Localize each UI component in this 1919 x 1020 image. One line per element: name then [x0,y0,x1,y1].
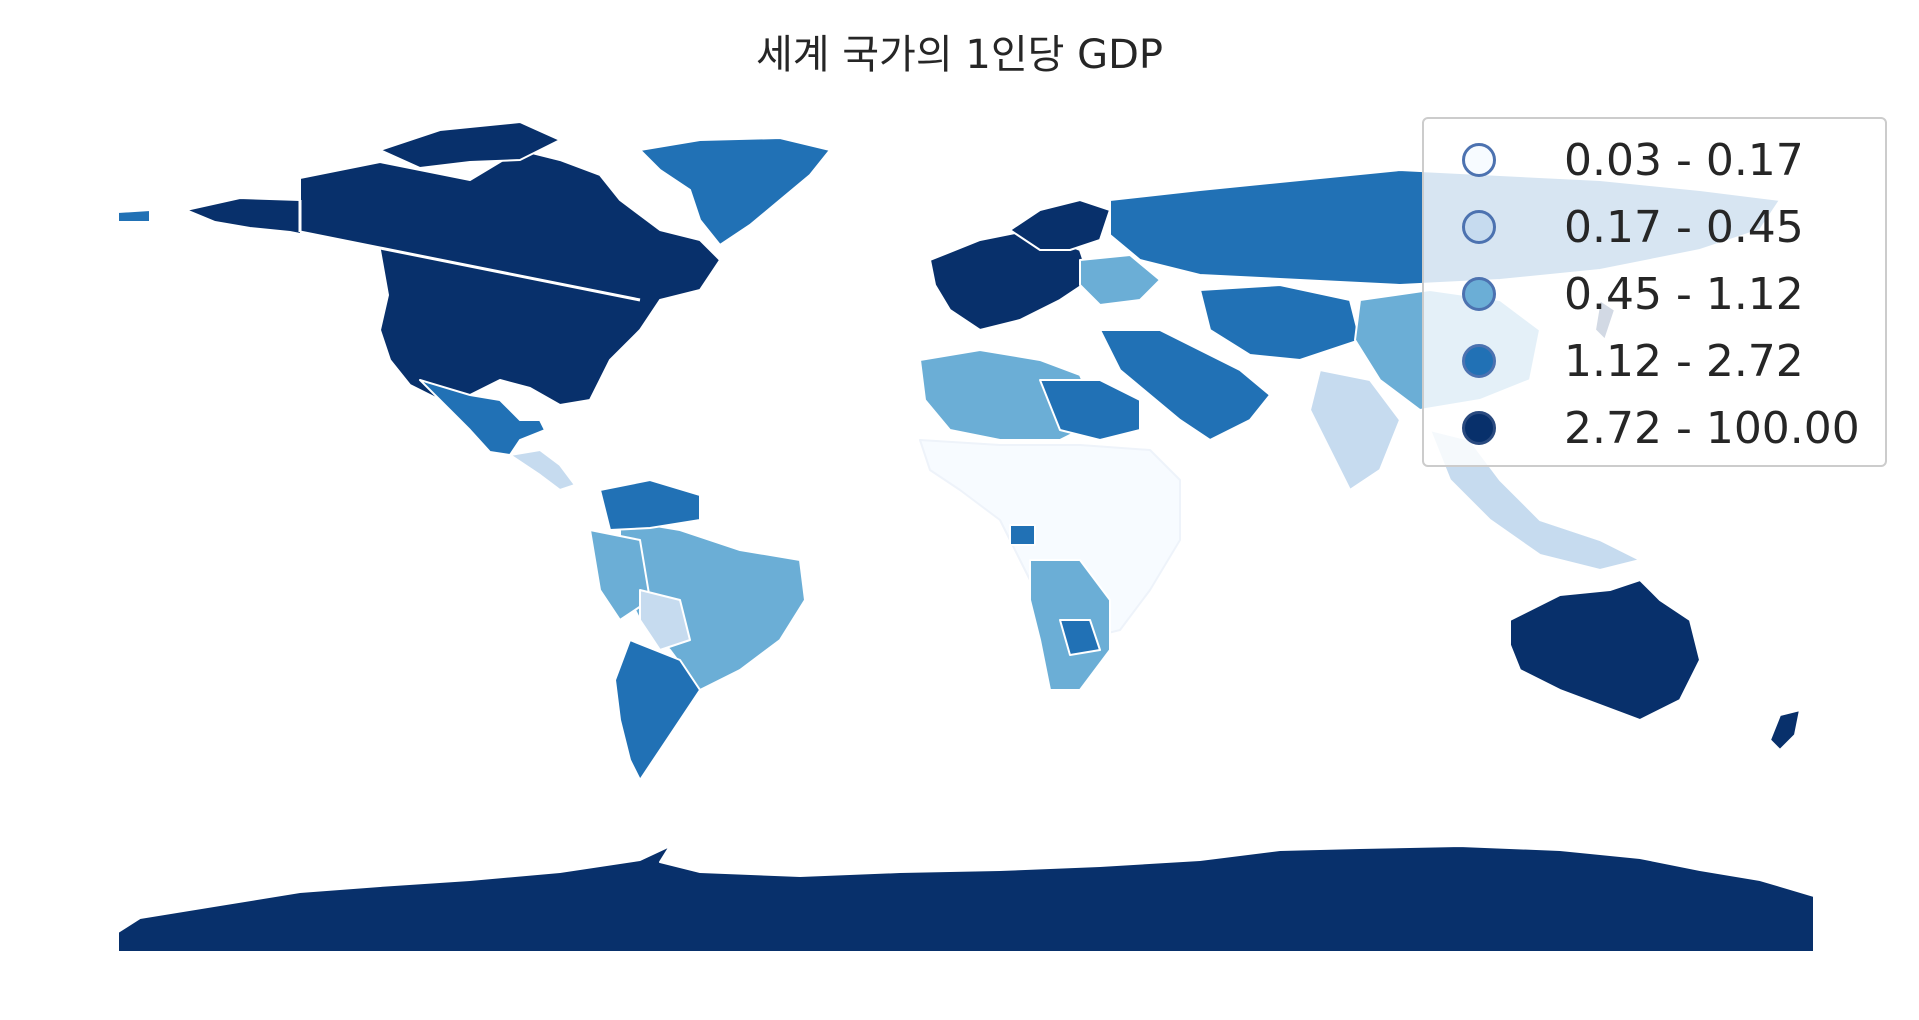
legend-label: 0.03 - 0.17 [1564,135,1804,186]
legend-item: 0.45 - 1.12 [1424,265,1885,325]
legend-item: 1.12 - 2.72 [1424,332,1885,392]
region-libya-egypt [1039,379,1141,441]
region-southern-cone [614,639,701,781]
region-eastern-europe [1079,254,1161,306]
region-scandinavia [1009,199,1111,251]
region-antarctica [117,845,1815,953]
region-sub-saharan-africa [919,439,1181,641]
region-central-america [509,449,576,491]
region-arctic-islands [379,121,561,169]
legend-item: 2.72 - 100.00 [1424,399,1885,459]
legend-label: 1.12 - 2.72 [1564,336,1804,387]
region-brazil [619,519,806,691]
region-north-america [185,149,721,406]
region-andes-central [589,529,651,621]
legend-item: 0.17 - 0.45 [1424,198,1885,258]
region-greenland [639,137,831,246]
region-middle-east [1099,329,1271,441]
region-mexico [419,379,546,456]
region-andes-north [599,479,701,531]
region-gabon [1009,524,1036,546]
legend-swatch [1462,143,1496,177]
legend-label: 0.17 - 0.45 [1564,202,1804,253]
legend-swatch [1462,277,1496,311]
chart-title: 세계 국가의 1인당 GDP [755,32,1164,78]
border-us-canada [299,230,641,302]
region-botswana [1059,619,1101,656]
region-alaska [117,209,151,223]
legend-swatch [1462,210,1496,244]
region-india [1309,369,1401,491]
region-central-asia [1199,284,1361,361]
legend-swatch [1462,344,1496,378]
legend-swatch [1462,411,1496,445]
legend-item: 0.03 - 0.17 [1424,131,1885,191]
region-bolivia [639,589,691,651]
legend-label: 0.45 - 1.12 [1564,269,1804,320]
region-new-zealand [1769,709,1801,751]
legend-label: 2.72 - 100.00 [1564,403,1860,454]
legend: 0.03 - 0.17 0.17 - 0.45 0.45 - 1.12 1.12 - … [1422,117,1887,467]
region-australia [1509,579,1701,721]
